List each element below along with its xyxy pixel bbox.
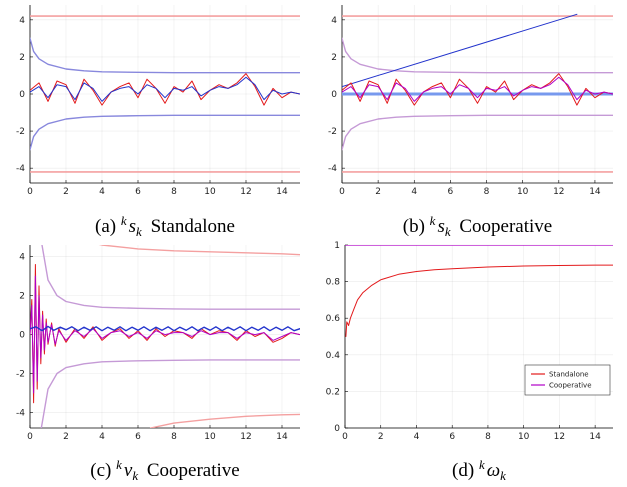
legend-entry-1: Cooperative	[549, 382, 592, 390]
panel-a-xtick-label: 2	[63, 187, 69, 197]
panel-a-xtick-label: 0	[27, 187, 33, 197]
panel-d-series-0	[345, 264, 613, 337]
panel-a-series-3	[30, 114, 300, 151]
panel-b-series-2	[342, 37, 613, 74]
panel-c-series-6	[30, 325, 300, 332]
panel-c: 0 2 4 6 8 10 12 14 -4 -2 0 2 4 (c) k vk Cooperative	[16, 245, 300, 483]
legend-entry-0: Standalone	[549, 371, 589, 379]
panel-a-xtick-label: 14	[276, 187, 288, 197]
panel-b-series-6	[342, 73, 613, 106]
panel-a-xtick-label: 8	[171, 187, 177, 197]
panel-b-ytick-label: 4	[331, 16, 337, 26]
panel-c-xtick-label: 0	[27, 432, 33, 442]
panel-c-ytick-label: -4	[16, 408, 25, 418]
panel-c-series-1	[149, 413, 300, 428]
panel-d-xtick-label: 14	[589, 432, 601, 442]
panel-c-xtick-label: 4	[99, 432, 105, 442]
panel-a-xtick-label: 4	[99, 187, 105, 197]
panel-d-xtick-label: 2	[378, 432, 384, 442]
panel-d-xtick-label: 4	[414, 432, 420, 442]
panel-b-xtick-label: 14	[589, 187, 601, 197]
panel-d-xtick-label: 6	[449, 432, 455, 442]
legend-box	[524, 364, 611, 396]
panel-b-xtick-label: 12	[553, 187, 564, 197]
panel-a-caption: (a) k sk Standalone	[95, 213, 235, 239]
panel-c-xtick-label: 6	[135, 432, 141, 442]
panel-c-xtick-label: 2	[63, 432, 69, 442]
panel-d-caption: (d) k ωk	[452, 457, 506, 483]
panel-b-xtick-label: 10	[517, 187, 529, 197]
panel-a: 0 2 4 6 8 10 12 14 -4 -2 0 2 4 (a) k sk Standalone	[16, 5, 300, 239]
panel-d-ytick-label: 0.6	[326, 314, 341, 324]
panel-b-caption: (b) k sk Cooperative	[403, 213, 552, 239]
panel-b-xtick-label: 6	[448, 187, 454, 197]
panel-a-ytick-label: -2	[16, 127, 25, 137]
panel-a-xtick-label: 12	[240, 187, 251, 197]
panel-c-xtick-label: 14	[276, 432, 288, 442]
panel-a-ytick-label: 2	[19, 53, 25, 63]
panel-d-ytick-label: 0	[334, 424, 340, 434]
panel-b-ytick-label: 2	[331, 53, 337, 63]
panel-c-ytick-label: -2	[16, 369, 25, 379]
panel-a-series-2	[30, 37, 300, 74]
panel-d: 0 2 4 6 8 10 12 14 0 0.2 0.4 0.6 0.8 1 Standalone Coope…	[326, 241, 613, 483]
panel-d-xtick-label: 0	[342, 432, 348, 442]
panel-b: 0 2 4 6 8 10 12 14 -4 -2 0 2 4 (b) k sk Cooperative	[328, 5, 613, 239]
panel-b-series-4	[342, 13, 578, 88]
panel-d-ytick-label: 0.4	[326, 351, 341, 361]
panel-c-series-3	[40, 359, 300, 428]
panel-d-xtick-label: 12	[554, 432, 565, 442]
panel-b-series-3	[342, 114, 613, 151]
panel-c-xtick-label: 12	[240, 432, 251, 442]
panel-b-series-7	[342, 76, 613, 102]
panel-a-xtick-label: 10	[204, 187, 216, 197]
panel-b-xtick-label: 2	[375, 187, 381, 197]
panel-a-xtick-label: 6	[135, 187, 141, 197]
panel-b-xtick-label: 8	[484, 187, 490, 197]
panel-a-series-4	[30, 73, 300, 106]
panel-c-series-5	[30, 275, 300, 394]
panel-b-ytick-label: 0	[331, 90, 337, 100]
panel-c-series-2	[41, 245, 300, 310]
panel-a-ytick-label: 0	[19, 90, 25, 100]
panel-c-series-0	[98, 245, 300, 256]
panel-c-xtick-label: 10	[204, 432, 216, 442]
panel-d-ytick-label: 0.2	[326, 387, 340, 397]
panel-a-series-5	[30, 76, 300, 102]
panel-c-ytick-label: 2	[19, 292, 25, 302]
panel-d-xtick-label: 10	[518, 432, 530, 442]
panel-b-ytick-label: -4	[328, 164, 337, 174]
panel-a-ytick-label: -4	[16, 164, 25, 174]
panel-d-ytick-label: 0.8	[326, 278, 341, 288]
panel-d-xtick-label: 8	[485, 432, 491, 442]
panel-c-ytick-label: 4	[19, 253, 25, 263]
panel-c-caption: (c) k vk Cooperative	[90, 457, 239, 483]
panel-b-xtick-label: 4	[411, 187, 417, 197]
panel-d-ytick-label: 1	[334, 241, 340, 251]
panel-c-ytick-label: 0	[19, 331, 25, 341]
panel-c-xtick-label: 8	[171, 432, 177, 442]
panel-b-ytick-label: -2	[328, 127, 337, 137]
panel-a-ytick-label: 4	[19, 16, 25, 26]
panel-b-xtick-label: 0	[339, 187, 345, 197]
